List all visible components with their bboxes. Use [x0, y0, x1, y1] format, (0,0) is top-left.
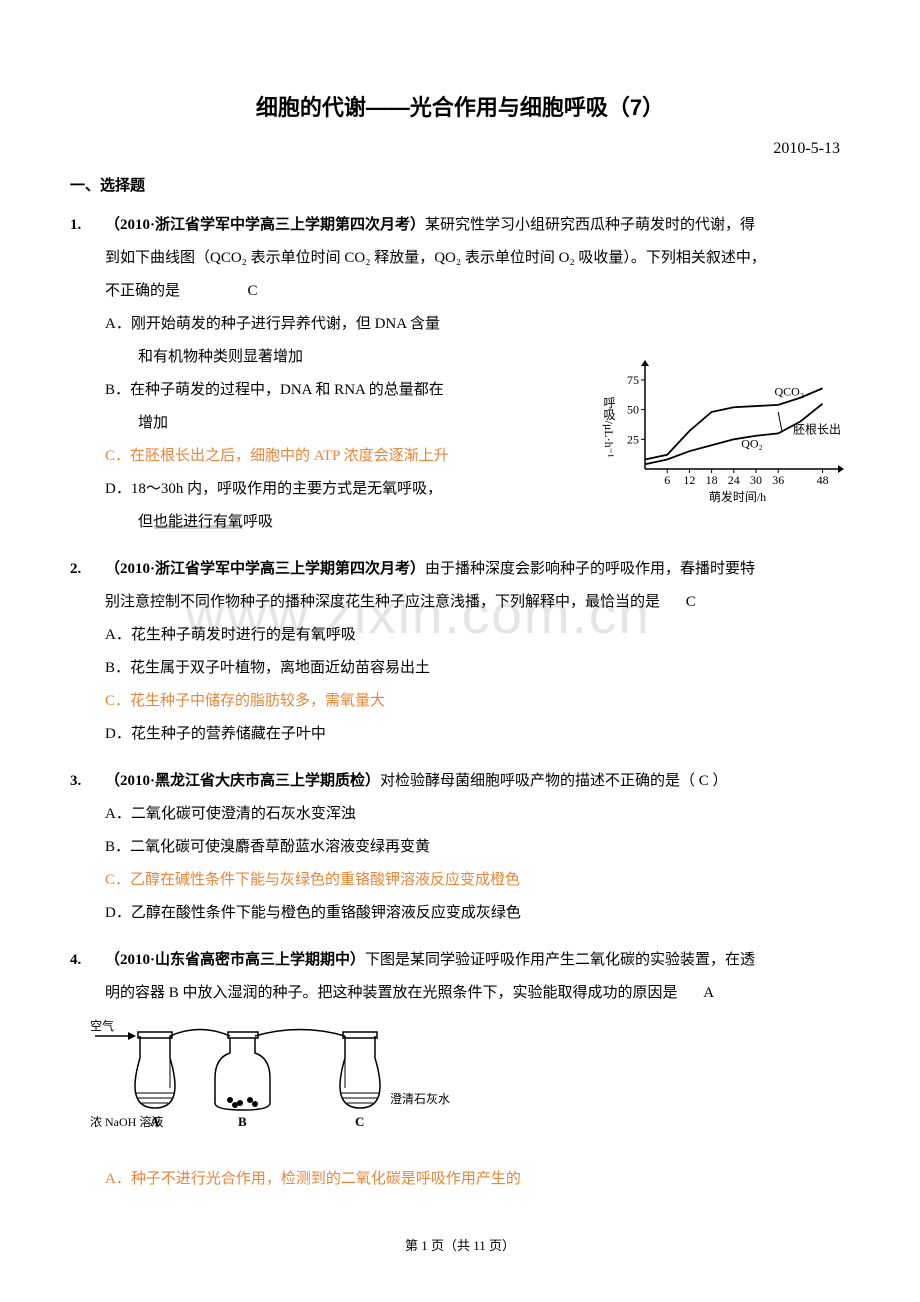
q1-optB-letter: B．	[105, 382, 130, 398]
q1-optA-text: 刚开始萌发的种子进行异养代谢，但 DNA 含量	[131, 316, 440, 332]
q3-optD-letter: D．	[105, 905, 131, 921]
q3-optA-text: 二氧化碳可使澄清的石灰水变浑浊	[131, 806, 356, 822]
flask-c-letter: C	[355, 1114, 364, 1129]
q4-number: 4.	[70, 944, 105, 977]
q1-answer: C	[248, 283, 258, 299]
q2-answer: C	[686, 586, 696, 619]
q3-optC-text: 乙醇在碱性条件下能与灰绿色的重铬酸钾溶液反应变成橙色	[130, 872, 520, 888]
q3-optB-text: 二氧化碳可使溴麝香草酚蓝水溶液变绿再变黄	[130, 839, 430, 855]
page-date: 2010-5-13	[70, 140, 850, 158]
q1-optD-letter: D．	[105, 481, 131, 497]
q3-number: 3.	[70, 765, 105, 798]
question-3: 3. （2010·黑龙江省大庆市高三上学期质检）对检验酵母菌细胞呼吸产物的描述不…	[70, 765, 850, 930]
q2-source: （2010·浙江省学军中学高三上学期第四次月考）	[105, 561, 425, 577]
flask-c-liquid-label: 澄清石灰水	[390, 1091, 450, 1106]
flask-a-letter: A	[150, 1114, 160, 1129]
apparatus-diagram: 空气	[90, 1018, 850, 1151]
q1-optC-text: 在胚根长出之后，细胞中的 ATP 浓度会逐渐上升	[130, 448, 449, 464]
q1-optD-text: 18～30h 内，呼吸作用的主要方式是无氧呼吸，	[131, 481, 442, 497]
q1-optB-text: 在种子萌发的过程中，DNA 和 RNA 的总量都在	[130, 382, 444, 398]
section-heading: 一、选择题	[70, 174, 850, 195]
q4-stem2: 明的容器 B 中放入湿润的种子。把这种装置放在光照条件下，实验能取得成功的原因是	[105, 985, 678, 1001]
q1-stem2: 到如下曲线图（QCO₂ 表示单位时间 CO₂ 释放量，QO₂ 表示单位时间 O₂…	[105, 242, 850, 275]
q2-optD-letter: D．	[105, 726, 131, 742]
q2-optC-letter: C．	[105, 693, 130, 709]
q2-stem2: 别注意控制不同作物种子的播种深度花生种子应注意浅播，下列解释中，最恰当的是	[105, 594, 660, 610]
q2-stem1: 由于播种深度会影响种子的呼吸作用，春播时要特	[425, 561, 755, 577]
q1-number: 1.	[70, 209, 105, 242]
q3-stem1: 对检验酵母菌细胞呼吸产物的描述不正确的是（ C ）	[380, 773, 728, 789]
q1-optD-text2: 但也能进行有氧呼吸	[138, 506, 850, 539]
q1-source: （2010·浙江省学军中学高三上学期第四次月考）	[105, 217, 425, 233]
q2-optA-letter: A．	[105, 627, 131, 643]
q2-optB-letter: B．	[105, 660, 130, 676]
q4-optA-text: 种子不进行光合作用，检测到的二氧化碳是呼吸作用产生的	[131, 1171, 521, 1187]
question-1: 1. （2010·浙江省学军中学高三上学期第四次月考）某研究性学习小组研究西瓜种…	[70, 209, 850, 539]
q1-optC-letter: C．	[105, 448, 130, 464]
q1-optA-text2: 和有机物种类则显著增加	[138, 341, 850, 374]
q3-optD-text: 乙醇在酸性条件下能与橙色的重铬酸钾溶液反应变成灰绿色	[131, 905, 521, 921]
q4-answer: A	[703, 977, 714, 1010]
question-2: 2. （2010·浙江省学军中学高三上学期第四次月考）由于播种深度会影响种子的呼…	[70, 553, 850, 751]
flask-b-letter: B	[238, 1114, 247, 1129]
q1-optB-text2: 增加	[138, 407, 850, 440]
page-title: 细胞的代谢——光合作用与细胞呼吸（7）	[70, 90, 850, 122]
q3-optC-letter: C．	[105, 872, 130, 888]
q1-stem3: 不正确的是	[105, 283, 180, 299]
q2-optD-text: 花生种子的营养储藏在子叶中	[131, 726, 326, 742]
q3-optA-letter: A．	[105, 806, 131, 822]
q4-stem1: 下图是某同学验证呼吸作用产生二氧化碳的实验装置，在透	[365, 952, 755, 968]
page-footer: 第 1 页（共 11 页）	[0, 1235, 920, 1254]
q2-optB-text: 花生属于双子叶植物，离地面近幼苗容易出土	[130, 660, 430, 676]
q4-optA-letter: A．	[105, 1171, 131, 1187]
q1-stem1: 某研究性学习小组研究西瓜种子萌发时的代谢，得	[425, 217, 755, 233]
q2-optC-text: 花生种子中储存的脂肪较多，需氧量大	[130, 693, 385, 709]
q3-optB-letter: B．	[105, 839, 130, 855]
q2-optA-text: 花生种子萌发时进行的是有氧呼吸	[131, 627, 356, 643]
q3-source: （2010·黑龙江省大庆市高三上学期质检）	[105, 773, 380, 789]
question-4: 4. （2010·山东省高密市高三上学期期中）下图是某同学验证呼吸作用产生二氧化…	[70, 944, 850, 1196]
q2-number: 2.	[70, 553, 105, 586]
q1-optA-letter: A．	[105, 316, 131, 332]
q4-source: （2010·山东省高密市高三上学期期中）	[105, 952, 365, 968]
air-label: 空气	[90, 1018, 114, 1033]
